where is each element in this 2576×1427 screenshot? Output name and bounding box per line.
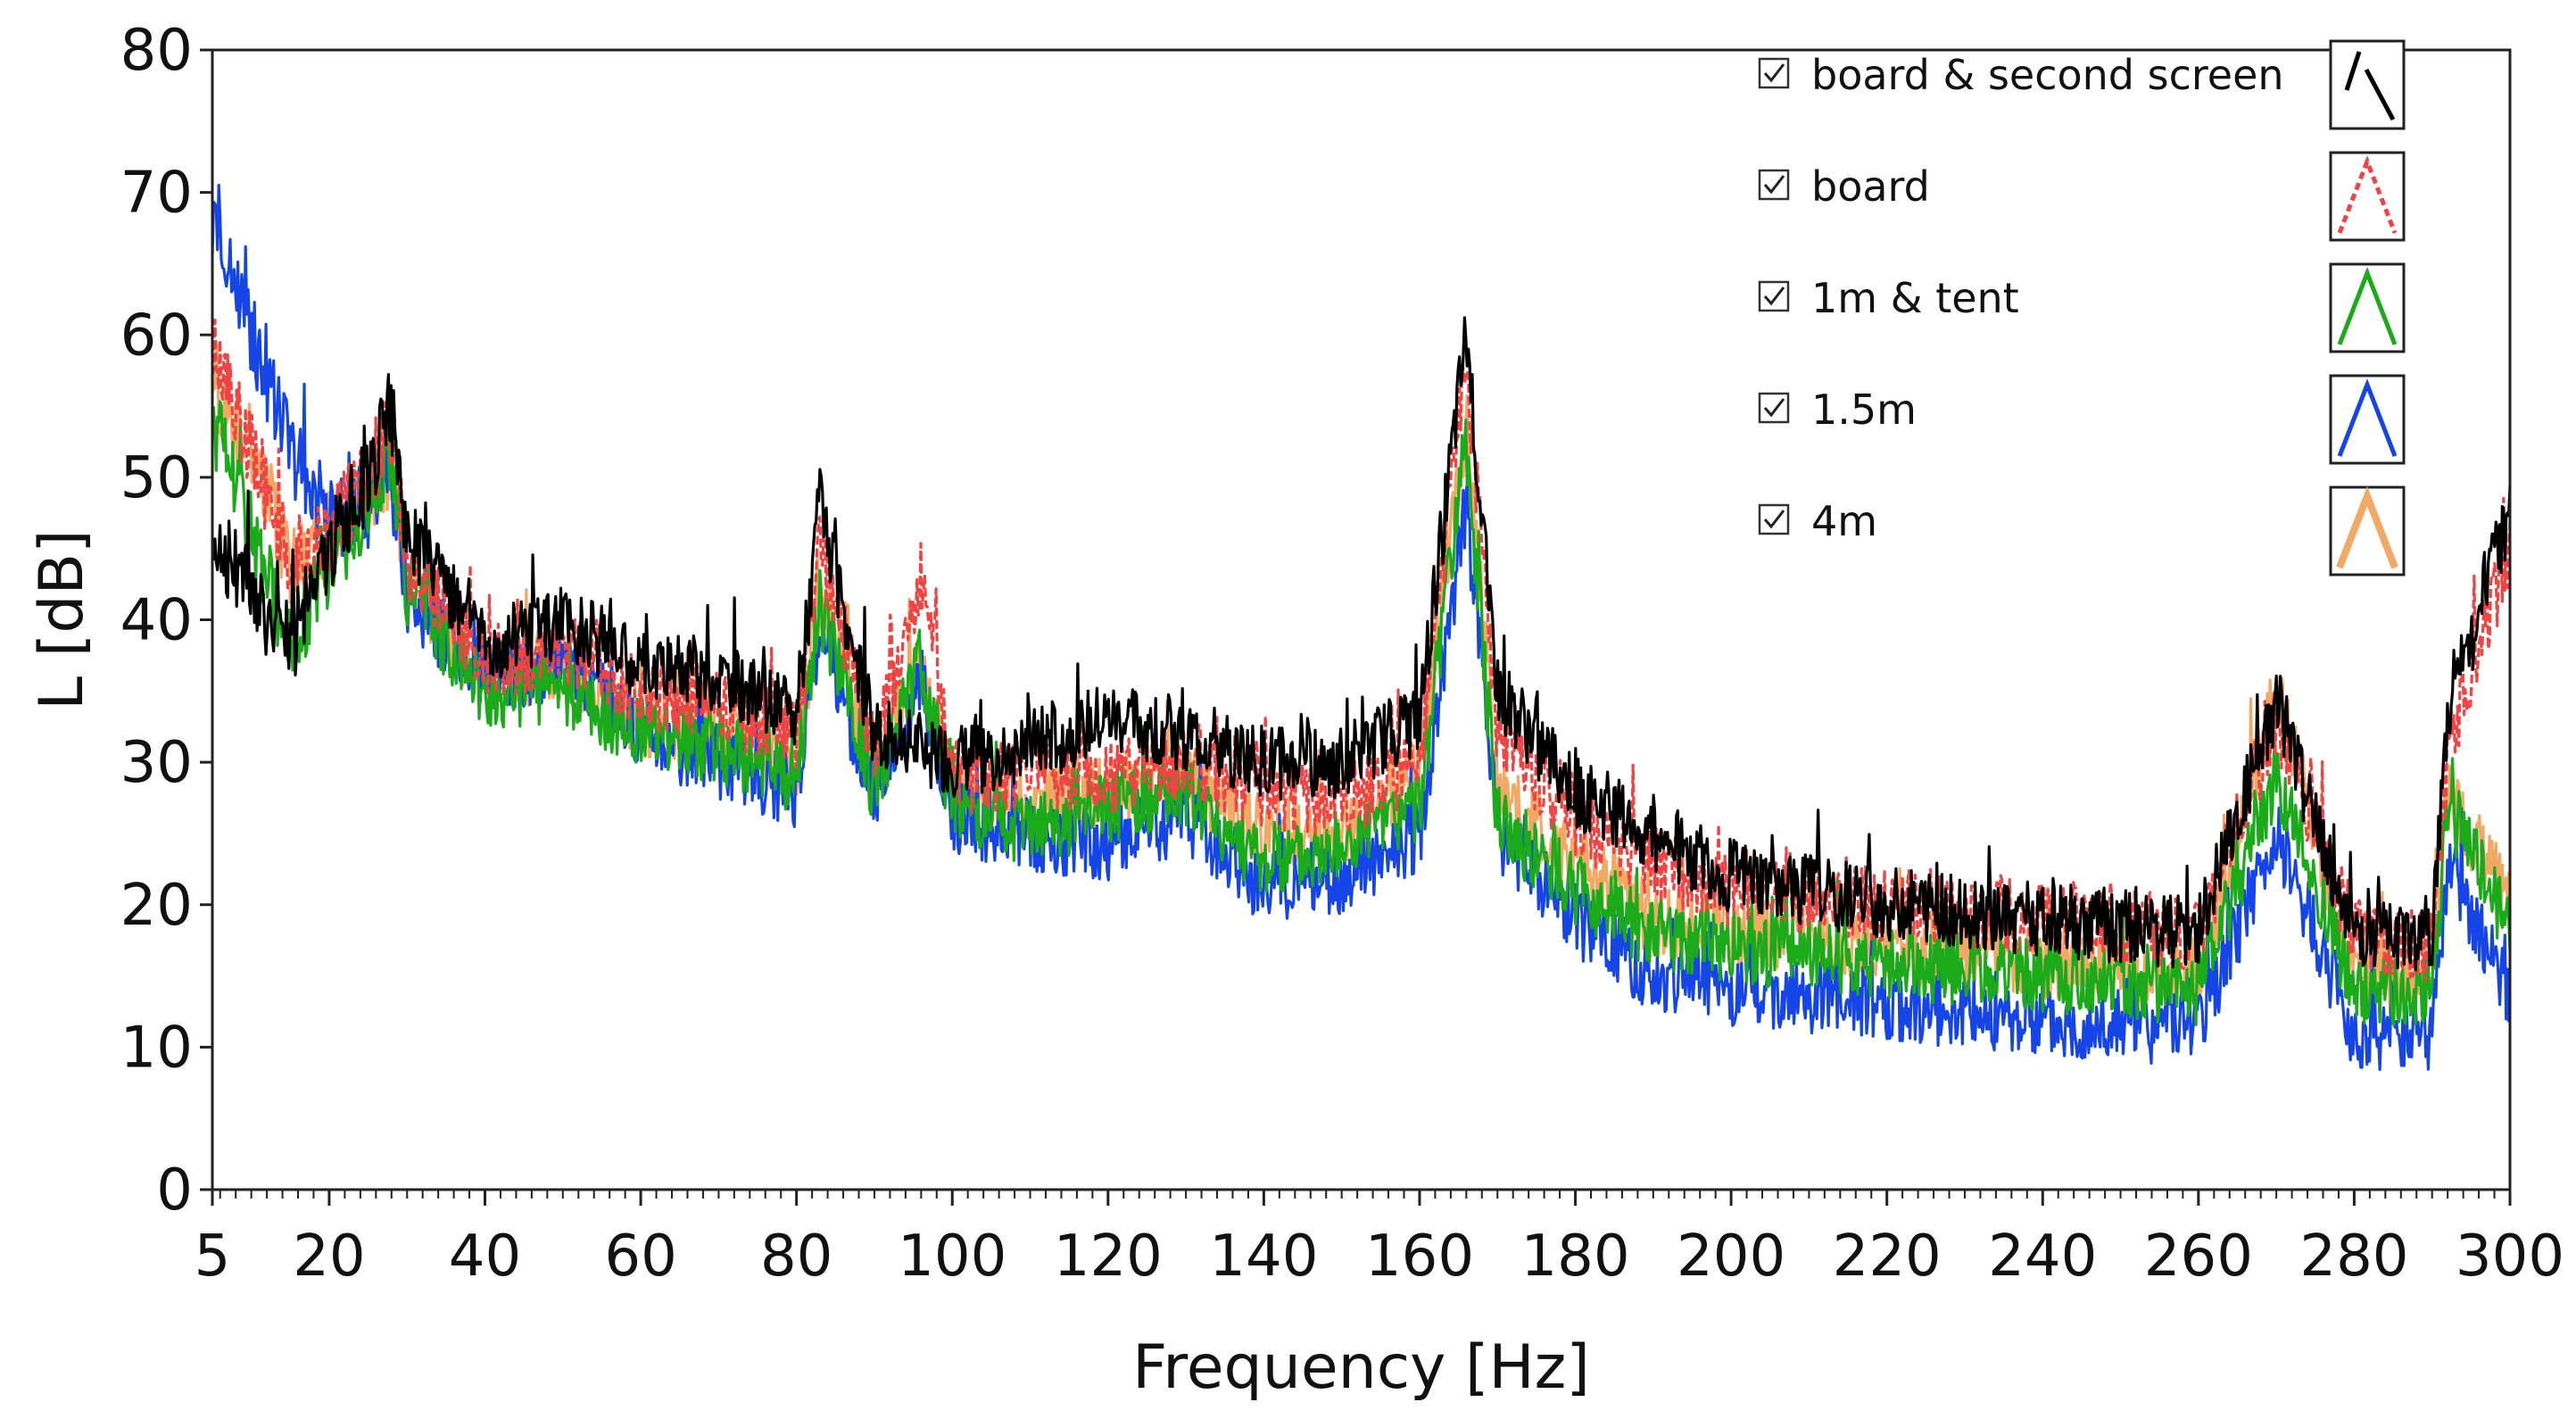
x-axis-title: Frequency [Hz] <box>1132 1332 1590 1403</box>
legend-checkbox[interactable] <box>1758 392 1790 424</box>
x-tick-label: 5 <box>195 1224 231 1290</box>
legend-item[interactable]: 1.5m <box>1758 374 2406 465</box>
x-tick-label: 240 <box>1988 1224 2097 1290</box>
x-tick-label: 220 <box>1833 1224 1942 1290</box>
legend-checkbox[interactable] <box>1758 503 1790 535</box>
check-icon <box>1763 175 1785 195</box>
x-tick-label: 60 <box>604 1224 676 1290</box>
series-layer <box>211 183 2512 1071</box>
x-tick-label: 160 <box>1365 1224 1474 1290</box>
y-tick-label: 0 <box>156 1157 193 1224</box>
legend-checkbox[interactable] <box>1758 169 1790 201</box>
x-tick-label: 120 <box>1054 1224 1163 1290</box>
legend-label: 1.5m <box>1811 386 1917 434</box>
y-tick-label: 50 <box>120 445 193 511</box>
x-tick-label: 200 <box>1677 1224 1785 1290</box>
y-tick-label: 60 <box>120 303 193 369</box>
legend-swatch-line <box>2337 155 2398 234</box>
check-icon <box>1763 510 1785 529</box>
legend-item[interactable]: board <box>1758 151 2406 242</box>
legend: board & second screen board 1m & tent 1.5m 4… <box>1758 39 2406 577</box>
x-tick-label: 20 <box>293 1224 365 1290</box>
x-tick-label: 180 <box>1520 1224 1629 1290</box>
x-tick-label: 40 <box>449 1224 521 1290</box>
legend-label: 4m <box>1811 497 1877 545</box>
x-tick-label: 280 <box>2299 1224 2408 1290</box>
axes-layer: 0 10 20 30 40 50 60 70 80 5 20 40 60 80 100 120 140 160 18… <box>120 18 2565 1290</box>
y-tick-label: 30 <box>120 730 193 796</box>
y-tick-label: 80 <box>120 18 193 84</box>
y-tick-label: 20 <box>120 873 193 939</box>
legend-checkbox[interactable] <box>1758 280 1790 312</box>
x-tick-label: 260 <box>2144 1224 2253 1290</box>
legend-label: 1m & tent <box>1811 274 2019 322</box>
x-tick-label: 100 <box>898 1224 1006 1290</box>
series-line-1m-tent <box>211 400 2512 1027</box>
legend-swatch-line <box>2336 485 2398 569</box>
y-tick-label: 10 <box>120 1015 193 1081</box>
y-tick-label: 70 <box>120 161 193 227</box>
legend-checkbox[interactable] <box>1758 57 1790 89</box>
check-icon <box>1763 63 1785 83</box>
check-icon <box>1763 286 1785 306</box>
x-tick-label: 300 <box>2456 1224 2564 1290</box>
series-line-board-second-screen <box>211 316 2512 972</box>
x-tick-label: 140 <box>1209 1224 1318 1290</box>
legend-item[interactable]: 4m <box>1758 485 2406 577</box>
check-icon <box>1763 398 1785 418</box>
legend-swatch-line <box>2344 51 2396 121</box>
y-tick-label: 40 <box>120 588 193 654</box>
legend-swatch-line <box>2337 378 2398 457</box>
x-tick-label: 80 <box>760 1224 832 1290</box>
legend-swatch-line <box>2337 267 2398 345</box>
legend-item[interactable]: 1m & tent <box>1758 262 2406 353</box>
legend-item[interactable]: board & second screen <box>1758 39 2406 130</box>
series-line-1-5m <box>211 183 2512 1071</box>
legend-label: board & second screen <box>1811 51 2284 99</box>
y-axis-title: L [dB] <box>27 529 97 709</box>
legend-label: board <box>1811 162 1930 211</box>
